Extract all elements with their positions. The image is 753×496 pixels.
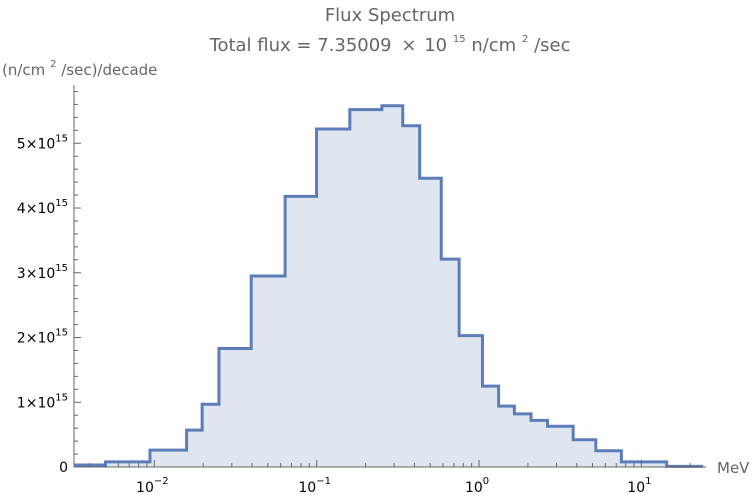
subtitle-exponent: 15 (453, 34, 466, 45)
x-axis-ticks (89, 460, 691, 467)
histogram-outline (74, 104, 704, 468)
x-tick-label: 100 (465, 476, 489, 496)
x-tick-label: 101 (627, 476, 651, 496)
y-tick-label: 2×1015 (17, 328, 68, 347)
y-tick-label: 4×1015 (17, 198, 68, 217)
chart-subtitle: Total flux = 7.35009 × 10 15 n/cm 2 /sec (209, 26, 571, 56)
subtitle-unit-suffix: /sec (534, 35, 570, 56)
y-tick-label: 0 (59, 460, 68, 476)
ylabel-suffix: /sec)/decade (61, 61, 157, 79)
x-axis-label: MeV (717, 459, 750, 477)
y-axis-tick-labels: 0 1×1015 2×1015 3×1015 4×1015 5×1015 (17, 133, 68, 476)
chart-title: Flux Spectrum (325, 5, 455, 26)
y-tick-label: 3×1015 (17, 263, 68, 282)
x-tick-label: 10−1 (298, 476, 331, 496)
ylabel-exp: 2 (50, 59, 56, 70)
ylabel-prefix: (n/cm (2, 61, 45, 79)
y-axis-ticks (74, 90, 81, 468)
y-axis-label: (n/cm 2 /sec)/decade (2, 53, 157, 79)
y-tick-label: 1×1015 (17, 392, 68, 411)
subtitle-times: × (401, 35, 416, 56)
subtitle-prefix: Total flux = 7.35009 (209, 35, 392, 56)
subtitle-base: 10 (424, 35, 447, 56)
histogram-fill (74, 105, 704, 467)
subtitle-unit-prefix: n/cm (471, 35, 516, 56)
y-tick-label: 5×1015 (17, 133, 68, 152)
x-tick-label: 10−2 (136, 476, 169, 496)
subtitle-unit-exp: 2 (522, 34, 528, 45)
x-axis-tick-labels: 10−2 10−1 100 101 (136, 476, 651, 496)
